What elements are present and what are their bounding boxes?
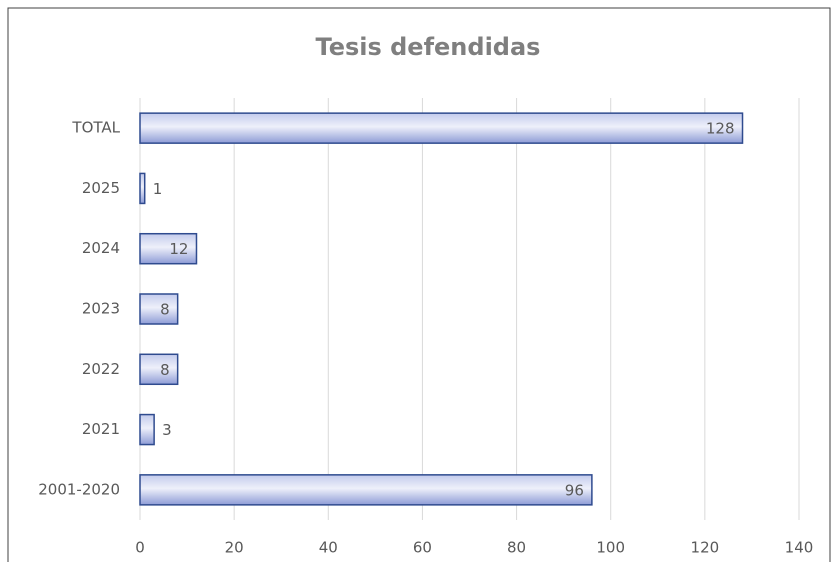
y-tick-label: 2021 (82, 420, 120, 438)
bar (139, 413, 155, 446)
y-tick-label: 2022 (82, 360, 120, 378)
bar (139, 232, 198, 265)
data-label: 8 (160, 301, 170, 319)
x-tick-label: 140 (785, 539, 814, 557)
data-label: 3 (162, 421, 172, 439)
data-label: 12 (169, 240, 188, 258)
y-tick-label: 2025 (82, 179, 120, 197)
x-tick-label: 120 (691, 539, 720, 557)
y-tick-label: 2023 (82, 300, 120, 318)
data-label: 96 (565, 481, 584, 499)
bar (139, 112, 744, 144)
x-tick-label: 20 (225, 539, 244, 557)
y-tick-label: 2024 (82, 239, 120, 257)
x-tick-label: 60 (413, 539, 432, 557)
x-tick-label: 40 (319, 539, 338, 557)
x-tick-label: 0 (135, 539, 145, 557)
x-tick-label: 80 (507, 539, 526, 557)
x-tick-label: 100 (596, 539, 625, 557)
bar (139, 172, 146, 205)
chart-title: Tesis defendidas (316, 33, 541, 61)
y-tick-label: TOTAL (71, 119, 120, 137)
bar (139, 474, 593, 506)
chart-frame (7, 7, 831, 562)
bar (139, 353, 179, 386)
y-tick-label: 2001-2020 (38, 480, 120, 498)
bar (139, 293, 179, 325)
data-label: 1 (153, 180, 163, 198)
data-label: 128 (706, 120, 735, 138)
data-label: 8 (160, 361, 170, 379)
